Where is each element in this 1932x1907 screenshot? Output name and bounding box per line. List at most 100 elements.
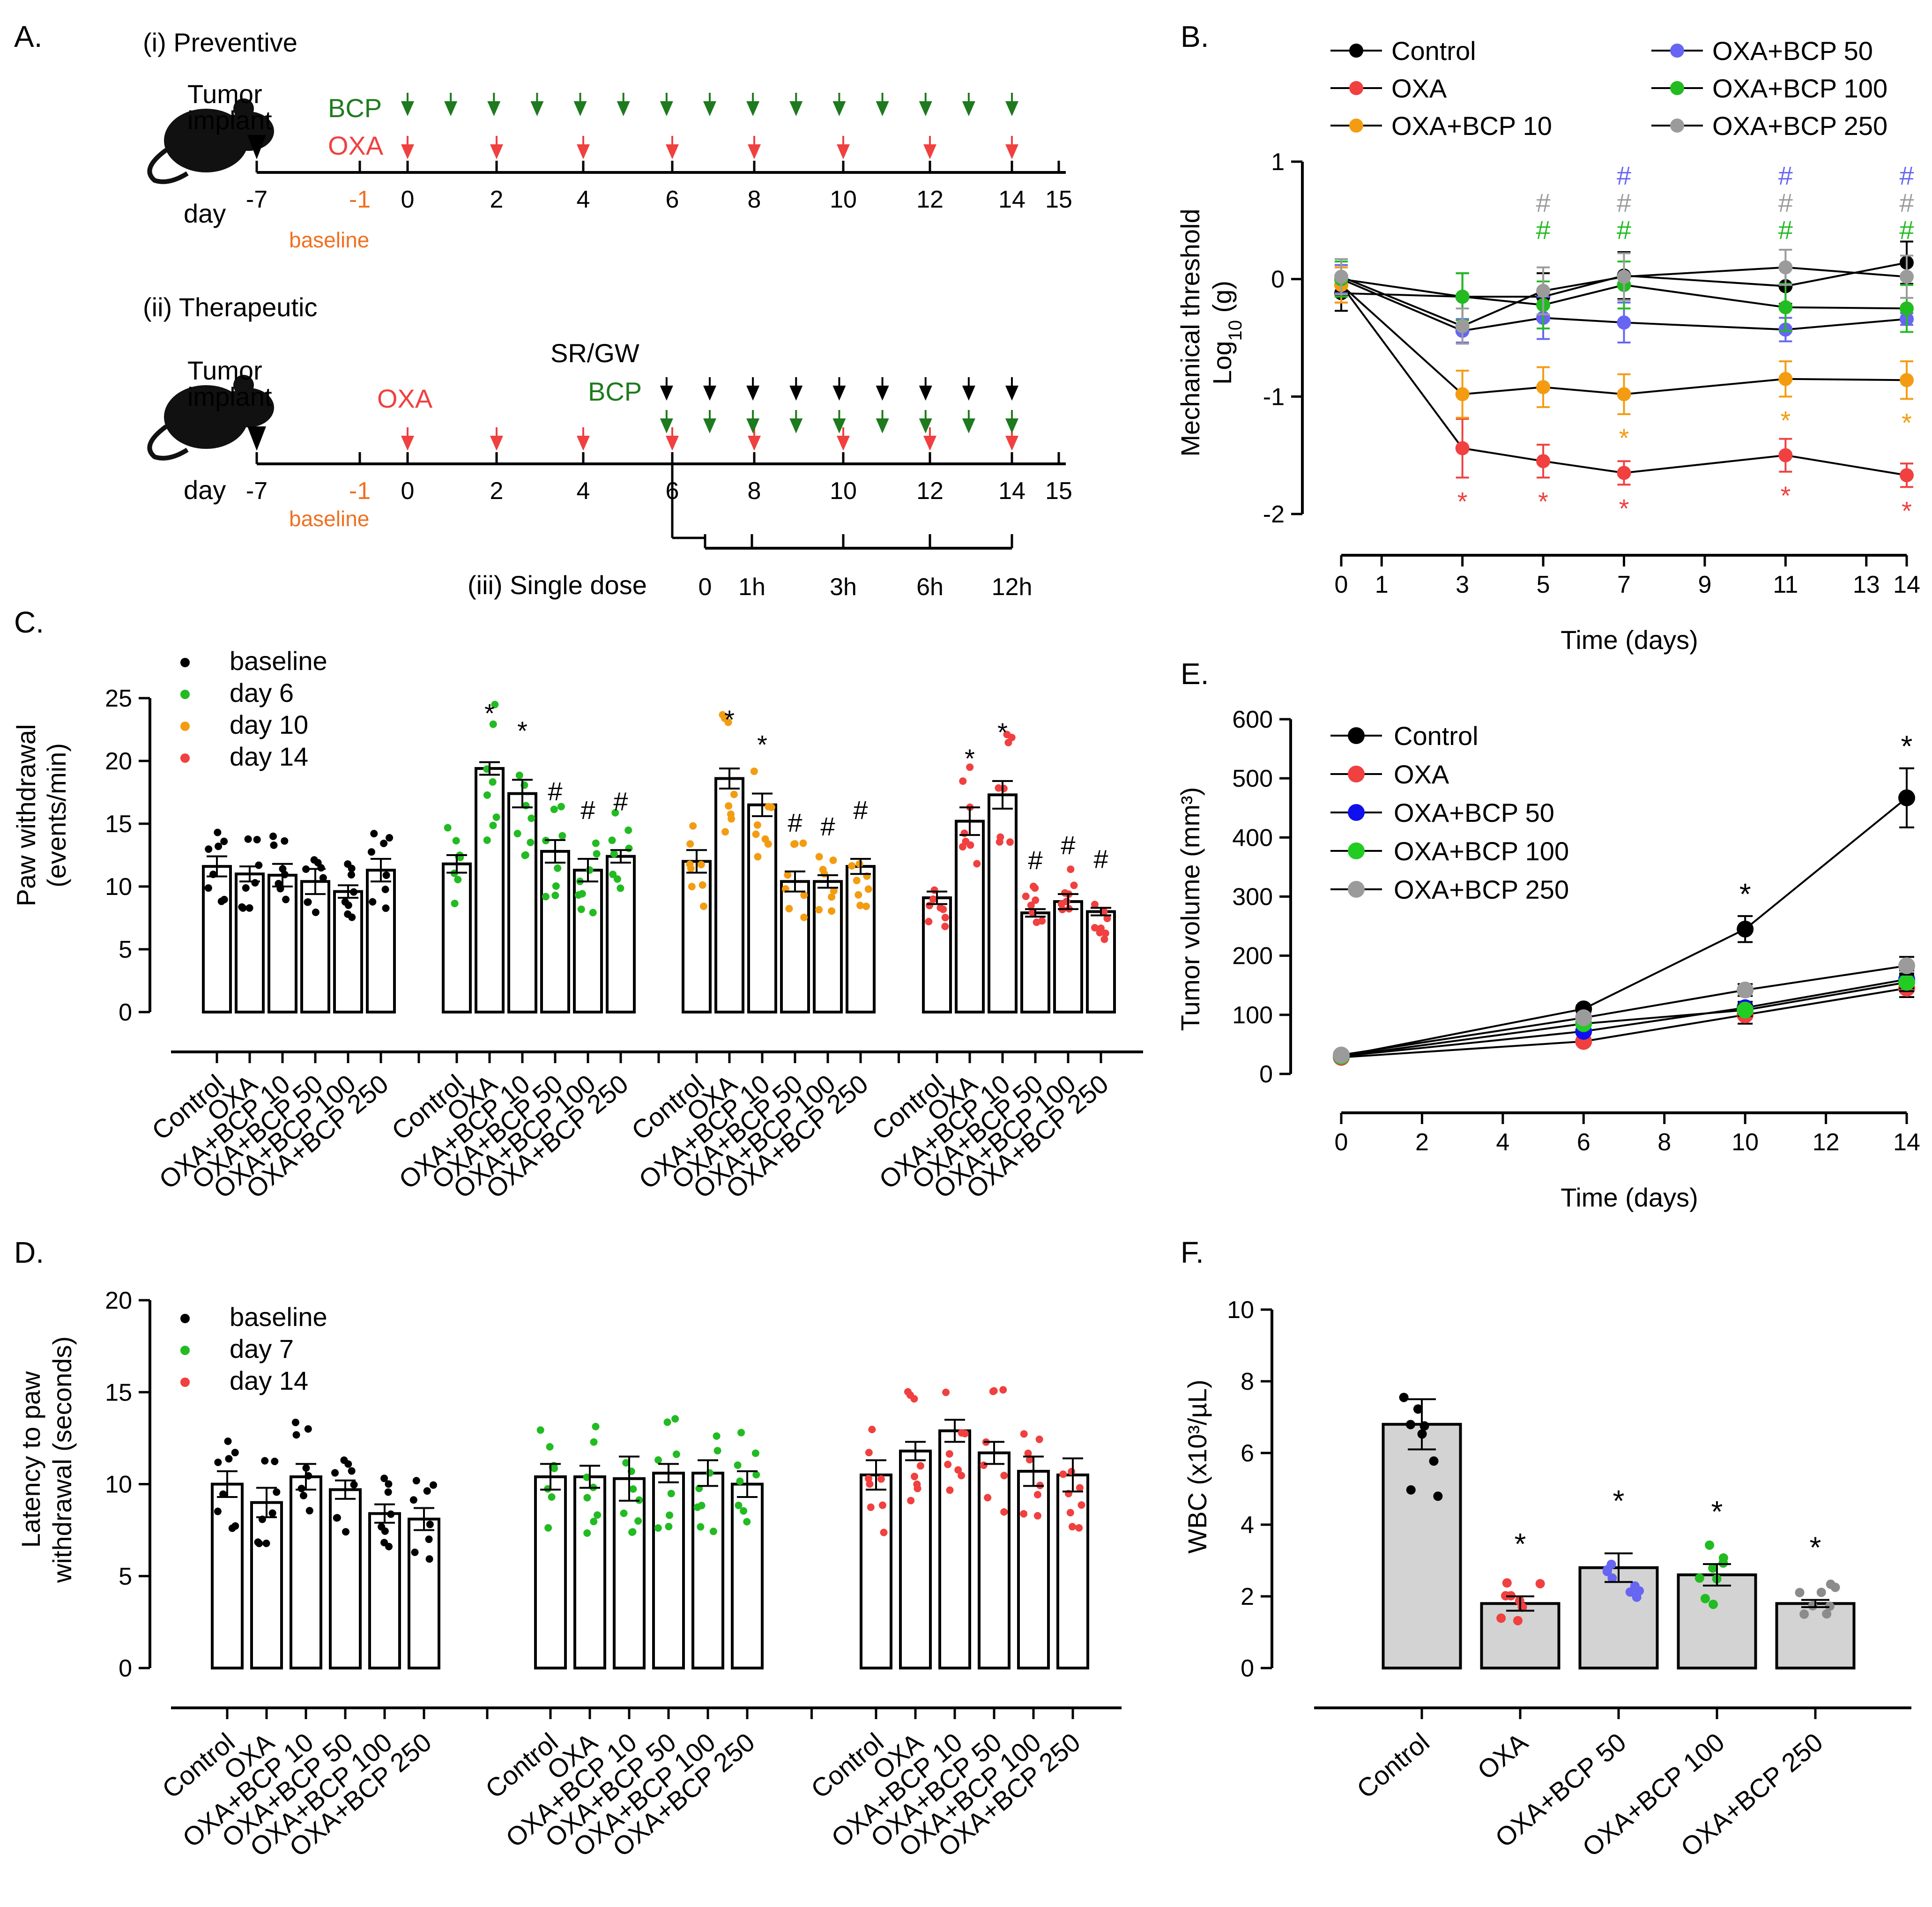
y-axis-label: WBC (x10³/µL) xyxy=(1182,1379,1212,1553)
data-point xyxy=(1032,896,1040,904)
bar xyxy=(300,880,330,1014)
series-line xyxy=(1341,278,1907,310)
data-point xyxy=(819,865,827,873)
timeline-day-label: -7 xyxy=(246,186,268,213)
data-point xyxy=(369,898,377,906)
y-tick-label: 10 xyxy=(1227,1296,1254,1324)
arrow-icon xyxy=(789,418,803,433)
arrow-icon xyxy=(876,418,889,433)
data-point xyxy=(245,904,253,912)
y-tick-label: 8 xyxy=(1241,1368,1254,1395)
data-point xyxy=(1535,1579,1545,1588)
data-point xyxy=(412,1477,420,1485)
data-point xyxy=(1778,372,1793,386)
arrow-icon xyxy=(748,436,761,451)
y-tick-label: 0 xyxy=(119,1655,132,1682)
data-point xyxy=(1900,373,1914,387)
data-point xyxy=(1059,1470,1067,1478)
data-point xyxy=(941,923,949,931)
data-point xyxy=(558,832,566,840)
significance-mark: * xyxy=(1780,405,1791,435)
arrow-icon xyxy=(247,135,266,159)
arrow-icon xyxy=(490,144,503,159)
data-point xyxy=(297,1484,305,1492)
arrow-icon xyxy=(703,101,716,116)
panel-b-chart: B. Control OXA OXA+BCP 10 OXA+BCP 50 OXA+BCP… xyxy=(1175,20,1920,655)
baseline-label: baseline xyxy=(289,228,369,252)
data-point xyxy=(590,1518,598,1526)
data-point xyxy=(1900,468,1914,483)
data-point xyxy=(592,1423,600,1430)
legend-marker xyxy=(180,722,190,731)
data-point xyxy=(242,884,250,892)
arrow-icon xyxy=(748,144,761,159)
bar xyxy=(613,1477,646,1670)
legend-label: day 6 xyxy=(230,678,294,708)
data-point xyxy=(454,876,462,884)
x-tick-label: 3 xyxy=(1456,571,1469,598)
arrow-icon xyxy=(962,386,975,401)
data-point xyxy=(1496,1613,1506,1623)
bar xyxy=(368,1512,401,1670)
day-label: day xyxy=(184,199,226,228)
panel-d-label: D. xyxy=(14,1236,44,1269)
data-point xyxy=(1033,918,1040,926)
arrow-icon xyxy=(577,436,590,451)
plot-area: 10-1-20 1 3 5 7 9 11 13 14* * * **** *########### xyxy=(1263,149,1920,598)
data-point xyxy=(1694,1573,1704,1583)
y-tick-label: 0 xyxy=(1271,266,1285,293)
y-tick-label: 5 xyxy=(119,936,132,963)
data-point xyxy=(483,791,491,799)
timeline-graphics: -7-10246810121415-7-1024681012141501h3h6… xyxy=(246,93,1072,601)
data-point xyxy=(544,1524,552,1532)
x-tick-label: 10 xyxy=(1731,1129,1759,1156)
data-point xyxy=(214,1458,222,1466)
data-point xyxy=(228,1524,236,1532)
data-point xyxy=(734,1461,742,1469)
bar xyxy=(1480,1602,1560,1670)
data-point xyxy=(1399,1393,1409,1402)
arrow-icon xyxy=(919,418,932,433)
plot-area: 0 100 200 300 400 500 600 0 2 4 6 8 10 12 14 * * Control O… xyxy=(1232,706,1920,1156)
data-point xyxy=(310,856,318,864)
data-point xyxy=(1898,789,1915,806)
data-point xyxy=(370,830,378,838)
arrow-icon xyxy=(923,144,936,159)
data-point xyxy=(740,1507,748,1515)
data-point xyxy=(713,1447,721,1455)
data-point xyxy=(1536,380,1551,395)
legend-marker xyxy=(1349,81,1363,95)
x-tick-label: 5 xyxy=(1537,571,1550,598)
y-tick-label: 200 xyxy=(1232,943,1273,970)
bcp-label: BCP xyxy=(328,93,382,123)
y-tick-label: -1 xyxy=(1263,383,1285,410)
data-point xyxy=(557,803,565,811)
data-point xyxy=(1502,1578,1512,1588)
baseline-label: baseline xyxy=(289,507,369,531)
data-point xyxy=(1513,1616,1523,1625)
data-point xyxy=(1000,1472,1008,1480)
data-point xyxy=(1630,1581,1640,1591)
data-point xyxy=(1066,1509,1074,1517)
data-point xyxy=(751,1449,759,1457)
data-point xyxy=(299,1491,307,1499)
data-point xyxy=(752,830,760,838)
bar xyxy=(731,1482,764,1669)
data-point xyxy=(1433,1491,1443,1501)
data-point xyxy=(291,1418,299,1426)
legend-marker xyxy=(1670,44,1684,58)
bar xyxy=(1382,1423,1462,1670)
y-tick-label: 20 xyxy=(105,748,132,775)
data-point xyxy=(1778,260,1793,275)
data-point xyxy=(1067,865,1075,873)
data-point xyxy=(855,891,862,899)
data-point xyxy=(593,850,601,858)
data-point xyxy=(384,1488,392,1496)
data-point xyxy=(628,1528,636,1536)
y-axis-label: (events/min) xyxy=(42,743,71,887)
data-point xyxy=(423,1487,431,1495)
data-point xyxy=(609,871,617,879)
data-point xyxy=(380,839,388,847)
significance-mark: # xyxy=(820,812,835,841)
